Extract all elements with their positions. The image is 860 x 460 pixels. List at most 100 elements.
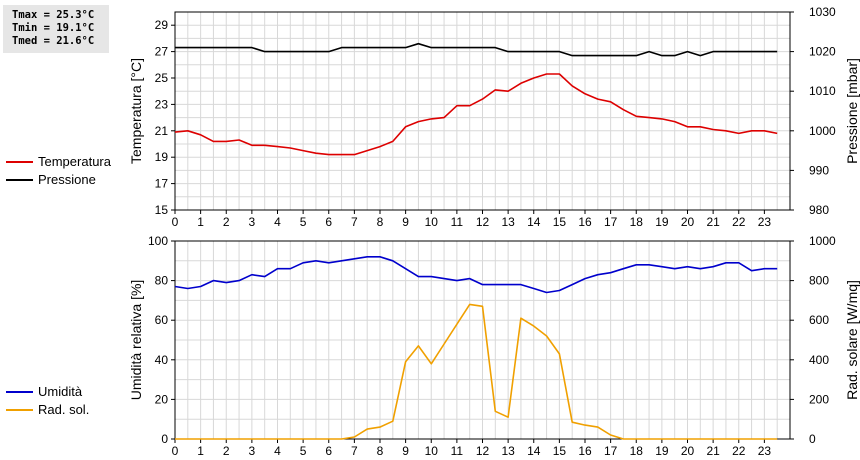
x-tick-label: 4 <box>274 444 281 458</box>
y-tick-label: 23 <box>155 97 169 111</box>
x-tick-label: 2 <box>223 444 230 458</box>
x-tick-label: 13 <box>501 444 515 458</box>
y-tick-label: 27 <box>155 45 169 59</box>
legend-label-temperatura: Temperatura <box>38 154 111 169</box>
x-tick-label: 12 <box>476 444 490 458</box>
x-tick-label: 0 <box>172 215 179 229</box>
x-tick-label: 22 <box>732 444 746 458</box>
x-tick-label: 2 <box>223 215 230 229</box>
x-tick-label: 23 <box>758 215 772 229</box>
stats-box: Tmax = 25.3°C Tmin = 19.1°C Tmed = 21.6°… <box>3 5 109 53</box>
x-tick-label: 10 <box>425 215 439 229</box>
legend-item-rad-sol: Rad. sol. <box>6 401 89 419</box>
x-tick-label: 13 <box>501 215 515 229</box>
legend-swatch-rad-sol <box>6 409 33 411</box>
y2-tick-label: 1030 <box>809 5 836 19</box>
x-tick-label: 15 <box>553 444 567 458</box>
y2-tick-label: 1020 <box>809 45 836 59</box>
x-tick-label: 7 <box>351 215 358 229</box>
y-tick-label: 15 <box>155 203 169 217</box>
y-tick-label: 20 <box>155 392 169 406</box>
x-tick-label: 8 <box>377 444 384 458</box>
series-line-umidita <box>174 255 778 294</box>
y2-tick-label: 800 <box>809 274 829 288</box>
x-tick-label: 14 <box>527 215 541 229</box>
tmed-text: Tmed = 21.6°C <box>12 35 95 47</box>
legend-item-temperatura: Temperatura <box>6 153 111 171</box>
x-tick-label: 3 <box>249 215 256 229</box>
series-line-temperatura <box>174 73 778 156</box>
y-tick-label: 100 <box>148 234 168 248</box>
y2-tick-label: 600 <box>809 313 829 327</box>
y2-tick-label: 990 <box>809 163 829 177</box>
y-tick-label: 25 <box>155 71 169 85</box>
legend-swatch-temperatura <box>6 161 33 163</box>
x-tick-label: 22 <box>732 215 746 229</box>
x-tick-label: 8 <box>377 215 384 229</box>
x-tick-label: 4 <box>274 215 281 229</box>
legend-item-pressione: Pressione <box>6 171 111 189</box>
y-tick-label: 17 <box>155 177 169 191</box>
x-tick-label: 19 <box>655 444 669 458</box>
y-tick-label: 60 <box>155 313 169 327</box>
x-tick-label: 1 <box>197 444 204 458</box>
x-tick-label: 19 <box>655 215 669 229</box>
x-tick-label: 11 <box>451 444 464 458</box>
legend-swatch-umidita <box>6 391 33 393</box>
x-tick-label: 12 <box>476 215 490 229</box>
x-tick-label: 23 <box>758 444 772 458</box>
y-tick-label: 19 <box>155 150 169 164</box>
x-tick-label: 3 <box>249 444 256 458</box>
legend-top: Temperatura Pressione <box>6 153 111 189</box>
x-tick-label: 21 <box>706 215 720 229</box>
x-tick-label: 7 <box>351 444 358 458</box>
x-tick-label: 18 <box>630 215 644 229</box>
chart-panel-1: 0 1 2 3 4 5 6 7 8 9 10 11 12 13 14 15 16 17 18 19 20 21 22 2315… <box>128 5 860 229</box>
x-tick-label: 14 <box>527 444 541 458</box>
series-line-pressione <box>175 42 778 57</box>
x-tick-label: 21 <box>706 444 720 458</box>
y-tick-label: 0 <box>161 432 168 446</box>
x-tick-label: 17 <box>604 215 618 229</box>
x-tick-label: 18 <box>630 444 644 458</box>
series-line-rad-sol <box>175 303 778 440</box>
y-tick-label: 80 <box>155 274 169 288</box>
y2-tick-label: 980 <box>809 203 829 217</box>
tmin-text: Tmin = 19.1°C <box>12 22 95 34</box>
x-tick-label: 20 <box>681 444 695 458</box>
x-tick-label: 1 <box>197 215 204 229</box>
y2-tick-label: 1010 <box>809 84 836 98</box>
y-axis-label: Temperatura [°C] <box>128 58 144 164</box>
x-tick-label: 10 <box>425 444 439 458</box>
x-tick-label: 9 <box>402 215 409 229</box>
y-tick-label: 40 <box>155 353 169 367</box>
y-tick-label: 29 <box>155 18 169 32</box>
x-tick-label: 0 <box>172 444 179 458</box>
legend-label-pressione: Pressione <box>38 172 96 187</box>
y2-axis-label: Pressione [mbar] <box>844 58 860 164</box>
x-tick-label: 16 <box>578 215 592 229</box>
x-tick-label: 15 <box>553 215 567 229</box>
legend-bottom: Umidità Rad. sol. <box>6 383 89 419</box>
legend-label-umidita: Umidità <box>38 384 83 399</box>
y-tick-label: 21 <box>155 124 169 138</box>
legend-swatch-pressione <box>6 179 33 181</box>
tmax-text: Tmax = 25.3°C <box>12 9 95 21</box>
x-tick-label: 17 <box>604 444 618 458</box>
y-axis-label: Umidità relativa [%] <box>128 280 144 401</box>
x-tick-label: 20 <box>681 215 695 229</box>
x-tick-label: 6 <box>325 444 332 458</box>
x-tick-label: 5 <box>300 444 307 458</box>
x-tick-label: 16 <box>578 444 592 458</box>
y2-axis-label: Rad. solare [W/mq] <box>844 280 860 400</box>
x-tick-label: 6 <box>325 215 332 229</box>
y2-tick-label: 400 <box>809 353 829 367</box>
y2-tick-label: 1000 <box>809 234 836 248</box>
x-tick-label: 9 <box>402 444 409 458</box>
legend-label-rad-sol: Rad. sol. <box>38 402 90 417</box>
y2-tick-label: 200 <box>809 392 829 406</box>
x-tick-label: 11 <box>451 215 464 229</box>
y2-tick-label: 1000 <box>809 124 836 138</box>
legend-item-umidita: Umidità <box>6 383 89 401</box>
